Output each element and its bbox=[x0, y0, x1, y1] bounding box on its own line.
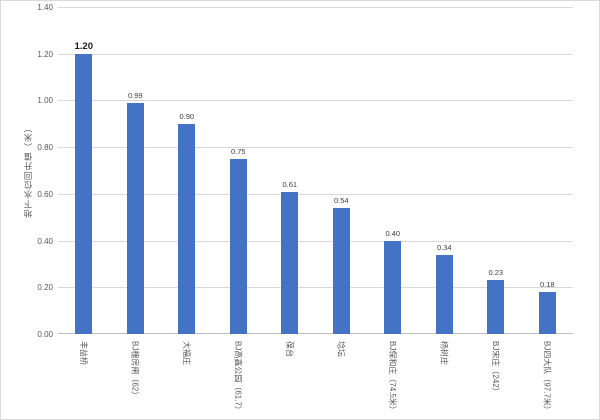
bar-4 bbox=[229, 159, 247, 334]
x-category-label: 埝坛 bbox=[336, 341, 346, 357]
bar-value-label: 0.18 bbox=[539, 280, 555, 289]
y-tick-label: 0.20 bbox=[37, 283, 53, 292]
x-axis-line bbox=[58, 333, 573, 334]
x-category-label: 杨树庄 bbox=[439, 341, 449, 365]
gridline bbox=[58, 287, 573, 288]
bar-value-label: 0.23 bbox=[488, 268, 504, 277]
bar-value-label: 0.34 bbox=[436, 243, 452, 252]
gridline bbox=[58, 7, 573, 8]
y-axis-tick-labels: 0.00 0.20 0.40 0.60 0.80 1.00 1.20 1.40 bbox=[1, 3, 53, 339]
bar-value-label: 0.99 bbox=[127, 91, 143, 100]
plot-area: 1.20 0.99 0.90 0.75 0.61 0.54 0.40 0.34 0.23 0.18 bbox=[58, 7, 573, 334]
bar-value-label: 0.54 bbox=[333, 196, 349, 205]
x-axis-category-labels: 丰益桥 BJ槐房闸（62） 大福庄 BJ高鑫公园（61.7） 葆台 埝坛 BJ保和庄（74.… bbox=[58, 341, 573, 419]
bar-10 bbox=[538, 292, 556, 334]
bar-6 bbox=[332, 208, 350, 334]
x-category-label: 大福庄 bbox=[181, 341, 191, 365]
x-category-label: BJ四大队（97.7米） bbox=[542, 341, 552, 414]
bar-3 bbox=[178, 124, 196, 334]
bar-1 bbox=[75, 54, 93, 334]
bar-value-label: 0.90 bbox=[179, 112, 195, 121]
y-tick-label: 0.40 bbox=[37, 237, 53, 246]
bar-value-label: 0.61 bbox=[282, 180, 298, 189]
x-category-label: 葆台 bbox=[284, 341, 294, 357]
bar-value-label: 1.20 bbox=[74, 41, 94, 52]
x-category-label: 丰益桥 bbox=[78, 341, 88, 365]
x-category-label: BJ宋庄（242） bbox=[490, 341, 500, 396]
y-tick-label: 0.60 bbox=[37, 190, 53, 199]
x-category-label: BJ槐房闸（62） bbox=[130, 341, 140, 400]
y-tick-label: 1.40 bbox=[37, 3, 53, 12]
gridline bbox=[58, 241, 573, 242]
bar-9 bbox=[487, 280, 505, 334]
bar-2 bbox=[126, 103, 144, 334]
y-tick-label: 0.00 bbox=[37, 330, 53, 339]
x-category-label: BJ高鑫公园（61.7） bbox=[233, 341, 243, 414]
y-tick-label: 1.20 bbox=[37, 50, 53, 59]
bar-value-label: 0.40 bbox=[385, 229, 401, 238]
gridline bbox=[58, 54, 573, 55]
y-tick-label: 0.80 bbox=[37, 143, 53, 152]
gridline bbox=[58, 194, 573, 195]
x-category-label: BJ保和庄（74.5米） bbox=[387, 341, 397, 414]
y-tick-label: 1.00 bbox=[37, 96, 53, 105]
gridline bbox=[58, 147, 573, 148]
bar-value-label: 0.75 bbox=[230, 147, 246, 156]
bar-5 bbox=[281, 192, 299, 334]
bar-8 bbox=[435, 255, 453, 334]
gridline bbox=[58, 100, 573, 101]
bar-7 bbox=[384, 241, 402, 334]
